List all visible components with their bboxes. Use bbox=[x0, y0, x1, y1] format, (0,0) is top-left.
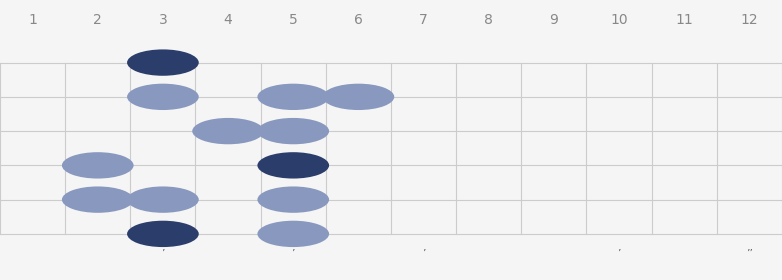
Ellipse shape bbox=[127, 221, 199, 247]
Text: 2: 2 bbox=[93, 13, 102, 27]
Ellipse shape bbox=[257, 221, 329, 247]
Text: 1: 1 bbox=[28, 13, 37, 27]
Text: ’: ’ bbox=[617, 249, 621, 259]
Text: 8: 8 bbox=[484, 13, 493, 27]
Ellipse shape bbox=[323, 84, 394, 110]
Text: 11: 11 bbox=[676, 13, 693, 27]
Ellipse shape bbox=[62, 186, 134, 213]
Text: ’: ’ bbox=[292, 249, 295, 259]
Ellipse shape bbox=[127, 186, 199, 213]
Text: ’: ’ bbox=[161, 249, 165, 259]
Text: 12: 12 bbox=[741, 13, 759, 27]
Text: 5: 5 bbox=[289, 13, 298, 27]
Text: ’’: ’’ bbox=[746, 249, 753, 259]
Text: 4: 4 bbox=[224, 13, 232, 27]
Ellipse shape bbox=[257, 186, 329, 213]
Text: 10: 10 bbox=[610, 13, 628, 27]
Ellipse shape bbox=[62, 152, 134, 179]
Text: 9: 9 bbox=[550, 13, 558, 27]
Ellipse shape bbox=[257, 152, 329, 179]
Text: ’: ’ bbox=[421, 249, 425, 259]
Ellipse shape bbox=[257, 118, 329, 144]
Ellipse shape bbox=[127, 49, 199, 76]
Text: 7: 7 bbox=[419, 13, 428, 27]
Text: 6: 6 bbox=[354, 13, 363, 27]
Ellipse shape bbox=[192, 118, 264, 144]
Ellipse shape bbox=[257, 84, 329, 110]
Ellipse shape bbox=[127, 84, 199, 110]
Text: 3: 3 bbox=[159, 13, 167, 27]
